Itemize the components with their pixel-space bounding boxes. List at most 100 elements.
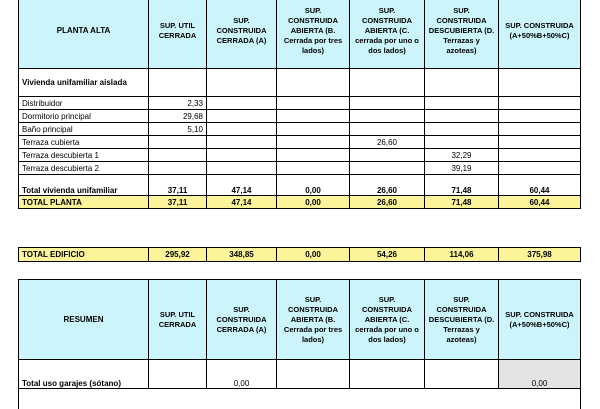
cell-b <box>276 161 350 175</box>
section-label: Vivienda unifamiliar aislada <box>18 68 149 97</box>
garajes-row: Total uso garajes (sótano) 0,00 0,00 <box>18 359 581 389</box>
total-edificio-table: TOTAL EDIFICIO 295,92 348,85 0,00 54,26 … <box>18 247 581 262</box>
table-row: Distribuidor 2,33 <box>18 96 581 110</box>
cell-util <box>148 359 207 389</box>
cell-d <box>424 109 499 123</box>
cell-util: 29,68 <box>148 109 207 123</box>
cell-util: 5,10 <box>148 122 207 136</box>
row-label: TOTAL EDIFICIO <box>18 247 149 262</box>
cell-d: 32,29 <box>424 148 499 162</box>
cell-total: 60,44 <box>498 195 581 209</box>
cell-a: 0,00 <box>206 359 277 389</box>
header-planta-alta: PLANTA ALTA <box>18 0 149 69</box>
cell-b <box>276 135 350 149</box>
cell-c: 26,60 <box>349 135 425 149</box>
row-label: TOTAL PLANTA <box>18 195 149 209</box>
cell-b: 0,00 <box>276 247 350 262</box>
cell-a <box>206 161 277 175</box>
cell-a: 47,14 <box>206 195 277 209</box>
cell-a: 348,85 <box>206 247 277 262</box>
cell-a <box>206 109 277 123</box>
section-row: Vivienda unifamiliar aislada <box>18 68 581 97</box>
header-row: PLANTA ALTA SUP. UTIL CERRADA SUP. CONST… <box>18 0 581 69</box>
table-row: Terraza descubierta 1 32,29 <box>18 148 581 162</box>
cell-total <box>498 135 581 149</box>
cell-c <box>349 96 425 110</box>
cell-c: 54,26 <box>349 247 425 262</box>
cell-c <box>349 359 425 389</box>
cell-b <box>276 122 350 136</box>
row-label: Terraza descubierta 2 <box>18 161 149 175</box>
header-sup-abierta-c: SUP. CONSTRUIDA ABIERTA (C. cerrada por … <box>349 279 425 360</box>
total-edificio-row: TOTAL EDIFICIO 295,92 348,85 0,00 54,26 … <box>18 247 581 262</box>
header-sup-cerrada: SUP. CONSTRUIDA CERRADA (A) <box>206 279 277 360</box>
row-label: Total uso garajes (sótano) <box>18 359 149 389</box>
total-planta-row: TOTAL PLANTA 37,11 47,14 0,00 26,60 71,4… <box>18 195 581 209</box>
cell-d <box>424 359 499 389</box>
cell-c <box>349 148 425 162</box>
resumen-table: RESUMEN SUP. UTIL CERRADA SUP. CONSTRUID… <box>18 279 581 409</box>
cell-util: 37,11 <box>148 174 207 196</box>
row-label: Dormitorio principal <box>18 109 149 123</box>
cell-d <box>424 122 499 136</box>
cell-d: 114,06 <box>424 247 499 262</box>
table-row: Baño principal 5,10 <box>18 122 581 136</box>
cell-a <box>206 96 277 110</box>
cell-d <box>424 96 499 110</box>
cell-d: 39,19 <box>424 161 499 175</box>
row-label: Terraza cubierta <box>18 135 149 149</box>
cell-util <box>148 148 207 162</box>
header-sup-cerrada: SUP. CONSTRUIDA CERRADA (A) <box>206 0 277 69</box>
cell-c: 26,60 <box>349 174 425 196</box>
cell-total <box>498 161 581 175</box>
cell-total <box>498 148 581 162</box>
cell-d: 71,48 <box>424 174 499 196</box>
cell-b <box>276 148 350 162</box>
cell-b <box>276 359 350 389</box>
cell-total <box>498 122 581 136</box>
cell-a <box>206 135 277 149</box>
table-row: Terraza cubierta 26,60 <box>18 135 581 149</box>
header-sup-total: SUP. CONSTRUIDA (A+50%B+50%C) <box>498 279 581 360</box>
resumen-header-row: RESUMEN SUP. UTIL CERRADA SUP. CONSTRUID… <box>18 279 581 360</box>
header-sup-util: SUP. UTIL CERRADA <box>148 0 207 69</box>
total-vivienda-row: Total vivienda unifamiliar 37,11 47,14 0… <box>18 174 581 196</box>
cell-a <box>206 122 277 136</box>
header-resumen: RESUMEN <box>18 279 149 360</box>
cell-total: 0,00 <box>498 359 581 389</box>
cell-d: 71,48 <box>424 195 499 209</box>
cell-util: 295,92 <box>148 247 207 262</box>
cell-total <box>498 96 581 110</box>
row-label: Total vivienda unifamiliar <box>18 174 149 196</box>
cell-a: 47,14 <box>206 174 277 196</box>
header-sup-abierta-c: SUP. CONSTRUIDA ABIERTA (C. cerrada por … <box>349 0 425 69</box>
cell-b: 0,00 <box>276 195 350 209</box>
table-row: Dormitorio principal 29,68 <box>18 109 581 123</box>
cell-b <box>276 109 350 123</box>
table-row: Terraza descubierta 2 39,19 <box>18 161 581 175</box>
row-label: Terraza descubierta 1 <box>18 148 149 162</box>
cell-util: 2,33 <box>148 96 207 110</box>
cell-c <box>349 109 425 123</box>
cell-total: 60,44 <box>498 174 581 196</box>
header-sup-total: SUP. CONSTRUIDA (A+50%B+50%C) <box>498 0 581 69</box>
cell-d <box>424 135 499 149</box>
header-sup-descubierta: SUP. CONSTRUIDA DESCUBIERTA (D. Terrazas… <box>424 0 499 69</box>
cell-b: 0,00 <box>276 174 350 196</box>
cell-c: 26,60 <box>349 195 425 209</box>
cell-util <box>148 135 207 149</box>
header-sup-descubierta: SUP. CONSTRUIDA DESCUBIERTA (D. Terrazas… <box>424 279 499 360</box>
cell-c <box>349 161 425 175</box>
cell-total <box>498 109 581 123</box>
row-label: Baño principal <box>18 122 149 136</box>
cell-util: 37,11 <box>148 195 207 209</box>
header-sup-util: SUP. UTIL CERRADA <box>148 279 207 360</box>
planta-alta-table: PLANTA ALTA SUP. UTIL CERRADA SUP. CONST… <box>18 0 581 209</box>
cell-b <box>276 96 350 110</box>
row-label: Distribuidor <box>18 96 149 110</box>
header-sup-abierta-b: SUP. CONSTRUIDA ABIERTA (B. Cerrada por … <box>276 0 350 69</box>
header-sup-abierta-b: SUP. CONSTRUIDA ABIERTA (B. Cerrada por … <box>276 279 350 360</box>
cell-a <box>206 148 277 162</box>
cell-util <box>148 161 207 175</box>
cell-total: 375,98 <box>498 247 581 262</box>
